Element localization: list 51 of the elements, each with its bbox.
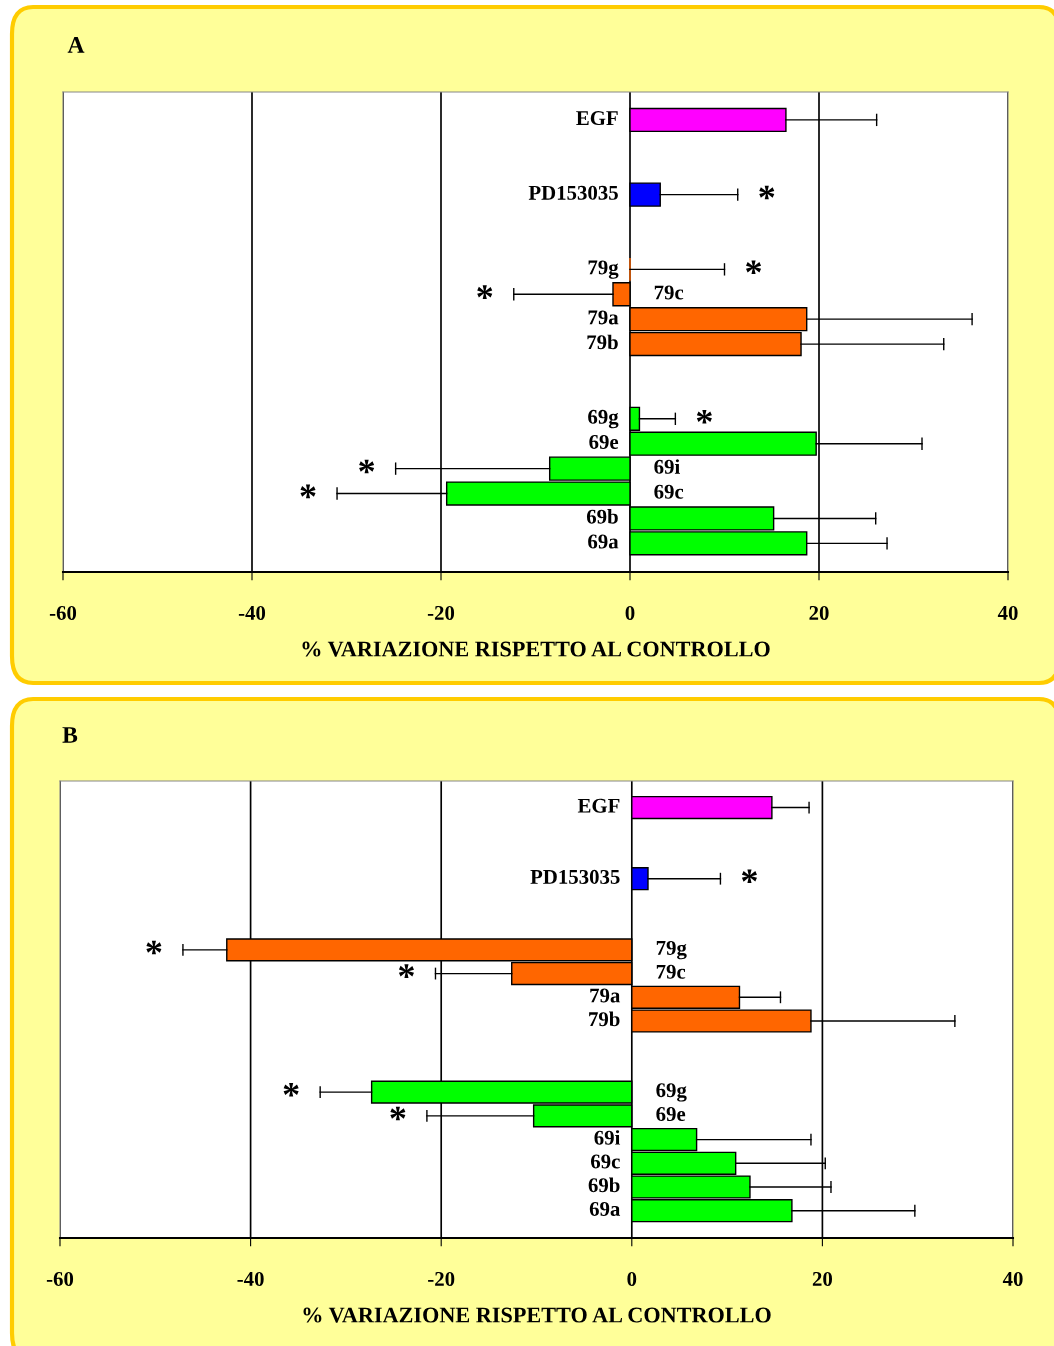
annotation: *: [398, 964, 414, 978]
category-label: 69g: [588, 409, 619, 429]
category-label: 69b: [588, 1177, 620, 1193]
category-label: PD153035: [530, 869, 620, 884]
category-label: 79a: [590, 988, 621, 1003]
category-label: 69i: [654, 459, 680, 474]
x-tick-label: -40: [238, 605, 266, 620]
annotation: *: [300, 484, 316, 499]
category-label: 79c: [654, 285, 684, 300]
category-label: PD153035: [528, 185, 618, 200]
x-tick-label: 40: [997, 605, 1018, 620]
annotation: *: [390, 1106, 406, 1121]
category-label: 69e: [589, 434, 619, 449]
x-tick-label: -20: [428, 1271, 455, 1286]
x-tick-label: 20: [812, 1271, 833, 1286]
category-label: 79c: [656, 964, 686, 979]
annotation: *: [741, 869, 757, 884]
x-tick-label: -60: [46, 1271, 74, 1286]
annotation: *: [477, 285, 493, 299]
category-label: 69g: [656, 1083, 687, 1102]
category-label: 79a: [588, 310, 619, 325]
x-tick-label: -20: [427, 605, 455, 620]
x-tick-label: 40: [1002, 1271, 1023, 1286]
x-axis-title: % VARIAZIONE RISPETTO AL CONTROLLO: [302, 641, 770, 657]
x-tick-label: -60: [49, 605, 77, 620]
category-label: 79b: [587, 334, 618, 350]
x-tick-label: 0: [627, 1271, 637, 1286]
category-label: 69b: [586, 509, 618, 524]
x-tick-label: 0: [625, 605, 635, 620]
annotation: *: [359, 459, 375, 474]
chart-title: B: [62, 727, 78, 743]
category-label: EGF: [577, 798, 620, 813]
x-axis-title: % VARIAZIONE RISPETTO AL CONTROLLO: [303, 1307, 771, 1323]
category-label: 79g: [588, 260, 619, 279]
category-label: EGF: [576, 111, 618, 126]
annotation: *: [283, 1082, 299, 1097]
annotation: *: [746, 260, 762, 275]
x-tick-label: -40: [237, 1271, 264, 1286]
chart-title: A: [67, 37, 85, 53]
category-label: 79b: [589, 1011, 620, 1027]
category-label: 69c: [591, 1154, 620, 1169]
category-label: 69i: [594, 1130, 621, 1145]
annotation: *: [696, 409, 712, 424]
category-label: 69a: [588, 534, 619, 549]
annotation: *: [759, 185, 775, 200]
category-label: 69a: [589, 1201, 621, 1216]
category-label: 69e: [656, 1107, 686, 1122]
x-tick-label: 20: [809, 605, 829, 620]
annotation: *: [146, 940, 162, 955]
category-label: 69c: [654, 484, 684, 499]
category-label: 79g: [656, 940, 687, 960]
